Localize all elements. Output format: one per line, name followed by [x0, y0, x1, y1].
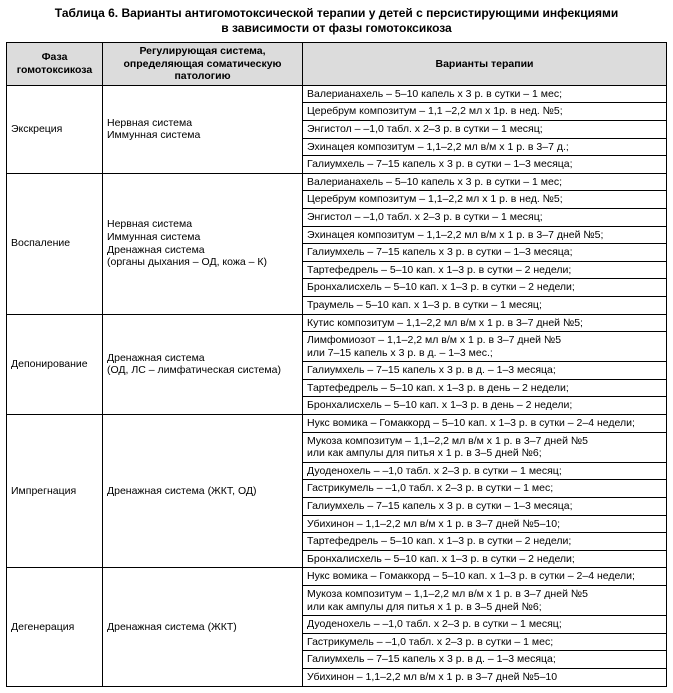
therapy-cell: Галиумхель – 7–15 капель х 3 р. в сутки … [303, 498, 667, 516]
caption-line-1: Таблица 6. Варианты антигомотоксической … [55, 6, 618, 20]
therapy-table: Фаза гомотоксикоза Регулирующая система,… [6, 42, 667, 687]
regulating-cell: Дренажная система (ЖКТ) [103, 568, 303, 686]
therapy-cell: Дуоденохель – –1,0 табл. х 2–3 р. в сутк… [303, 616, 667, 634]
regulating-cell: Дренажная система(ОД, ЛС – лимфатическая… [103, 314, 303, 415]
header-row: Фаза гомотоксикоза Регулирующая система,… [7, 43, 667, 86]
therapy-cell: Энгистол – –1,0 табл. х 2–3 р. в сутки –… [303, 208, 667, 226]
table-row: ВоспалениеНервная системаИммунная систем… [7, 173, 667, 191]
therapy-cell: Убихинон – 1,1–2,2 мл в/м х 1 р. в 3–7 д… [303, 515, 667, 533]
header-phase: Фаза гомотоксикоза [7, 43, 103, 86]
therapy-cell: Бронхалисхель – 5–10 кап. х 1–3 р. в сут… [303, 279, 667, 297]
therapy-cell: Дуоденохель – –1,0 табл. х 2–3 р. в сутк… [303, 462, 667, 480]
therapy-cell: Галиумхель – 7–15 капель х 3 р. в сутки … [303, 244, 667, 262]
therapy-cell: Гастрикумель – –1,0 табл. х 2–3 р. в сут… [303, 633, 667, 651]
table-caption: Таблица 6. Варианты антигомотоксической … [6, 4, 667, 42]
therapy-cell: Галиумхель – 7–15 капель х 3 р. в д. – 1… [303, 362, 667, 380]
caption-line-2: в зависимости от фазы гомотоксикоза [221, 21, 451, 35]
therapy-cell: Тартефедрель – 5–10 кап. х 1–3 р. в день… [303, 379, 667, 397]
therapy-cell: Церебрум композитум – 1,1–2,2 мл х 1 р. … [303, 191, 667, 209]
therapy-cell: Церебрум композитум – 1,1 –2,2 мл х 1р. … [303, 103, 667, 121]
therapy-cell: Эхинацея композитум – 1,1–2,2 мл в/м х 1… [303, 138, 667, 156]
therapy-cell: Гастрикумель – –1,0 табл. х 2–3 р. в сут… [303, 480, 667, 498]
therapy-cell: Валерианахель – 5–10 капель х 3 р. в сут… [303, 173, 667, 191]
therapy-cell: Тартефедрель – 5–10 кап. х 1–3 р. в сутк… [303, 261, 667, 279]
table-body: ЭкскрецияНервная системаИммунная система… [7, 85, 667, 686]
phase-cell: Экскреция [7, 85, 103, 173]
therapy-cell: Энгистол – –1,0 табл. х 2–3 р. в сутки –… [303, 120, 667, 138]
therapy-cell: Мукоза композитум – 1,1–2,2 мл в/м х 1 р… [303, 432, 667, 462]
phase-cell: Импрегнация [7, 415, 103, 568]
therapy-cell: Галиумхель – 7–15 капель х 3 р. в д. – 1… [303, 651, 667, 669]
therapy-cell: Кутис композитум – 1,1–2,2 мл в/м х 1 р.… [303, 314, 667, 332]
therapy-cell: Мукоза композитум – 1,1–2,2 мл в/м х 1 р… [303, 586, 667, 616]
table-row: ИмпрегнацияДренажная система (ЖКТ, ОД)Ну… [7, 415, 667, 433]
therapy-cell: Бронхалисхель – 5–10 кап. х 1–3 р. в сут… [303, 550, 667, 568]
header-therapy: Варианты терапии [303, 43, 667, 86]
regulating-cell: Нервная системаИммунная системаДренажная… [103, 173, 303, 314]
table-row: ДегенерацияДренажная система (ЖКТ)Нукс в… [7, 568, 667, 586]
phase-cell: Дегенерация [7, 568, 103, 686]
therapy-cell: Бронхалисхель – 5–10 кап. х 1–3 р. в ден… [303, 397, 667, 415]
header-regulating: Регулирующая система,определяющая сомати… [103, 43, 303, 86]
therapy-cell: Эхинацея композитум – 1,1–2,2 мл в/м х 1… [303, 226, 667, 244]
table-row: ЭкскрецияНервная системаИммунная система… [7, 85, 667, 103]
phase-cell: Воспаление [7, 173, 103, 314]
regulating-cell: Нервная системаИммунная система [103, 85, 303, 173]
table-row: ДепонированиеДренажная система(ОД, ЛС – … [7, 314, 667, 332]
regulating-cell: Дренажная система (ЖКТ, ОД) [103, 415, 303, 568]
therapy-cell: Тартефедрель – 5–10 кап. х 1–3 р. в сутк… [303, 533, 667, 551]
therapy-cell: Галиумхель – 7–15 капель х 3 р. в сутки … [303, 156, 667, 174]
phase-cell: Депонирование [7, 314, 103, 415]
therapy-cell: Нукс вомика – Гомаккорд – 5–10 кап. х 1–… [303, 415, 667, 433]
therapy-cell: Лимфомиозот – 1,1–2,2 мл в/м х 1 р. в 3–… [303, 332, 667, 362]
therapy-cell: Траумель – 5–10 кап. х 1–3 р. в сутки – … [303, 296, 667, 314]
therapy-cell: Валерианахель – 5–10 капель х 3 р. в сут… [303, 85, 667, 103]
therapy-cell: Убихинон – 1,1–2,2 мл в/м х 1 р. в 3–7 д… [303, 668, 667, 686]
therapy-cell: Нукс вомика – Гомаккорд – 5–10 кап. х 1–… [303, 568, 667, 586]
